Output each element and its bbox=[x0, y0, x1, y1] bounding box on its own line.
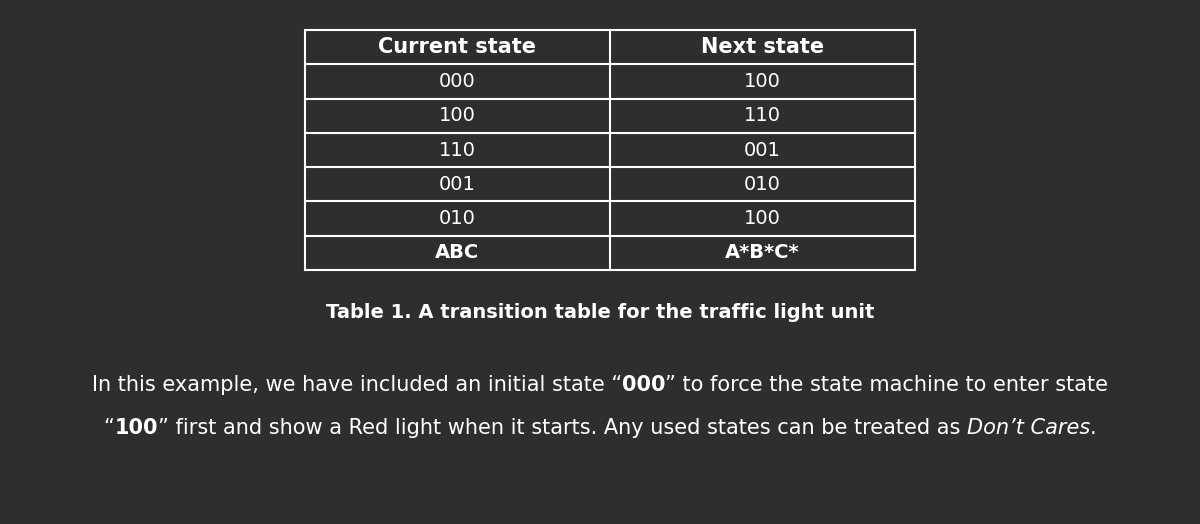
Text: “: “ bbox=[103, 418, 114, 438]
Text: Current state: Current state bbox=[378, 37, 536, 57]
Text: 001: 001 bbox=[439, 175, 476, 194]
Text: 001: 001 bbox=[744, 140, 781, 159]
Text: 100: 100 bbox=[114, 418, 157, 438]
Text: In this example, we have included an initial state “: In this example, we have included an ini… bbox=[91, 375, 622, 395]
Bar bbox=[305, 30, 916, 270]
Text: ” to force the state machine to enter state: ” to force the state machine to enter st… bbox=[665, 375, 1109, 395]
Text: 110: 110 bbox=[744, 106, 781, 125]
Text: ” first and show a Red light when it starts. Any used states can be treated as: ” first and show a Red light when it sta… bbox=[157, 418, 967, 438]
Text: Table 1. A transition table for the traffic light unit: Table 1. A transition table for the traf… bbox=[326, 302, 874, 322]
Text: 010: 010 bbox=[744, 175, 781, 194]
Text: 100: 100 bbox=[439, 106, 476, 125]
Text: .: . bbox=[1090, 418, 1097, 438]
Text: 000: 000 bbox=[622, 375, 665, 395]
Text: 100: 100 bbox=[744, 72, 781, 91]
Text: Don’t Cares: Don’t Cares bbox=[967, 418, 1090, 438]
Text: 110: 110 bbox=[439, 140, 476, 159]
Text: Next state: Next state bbox=[701, 37, 824, 57]
Text: 000: 000 bbox=[439, 72, 476, 91]
Text: 010: 010 bbox=[439, 209, 476, 228]
Text: ABC: ABC bbox=[436, 243, 480, 263]
Text: A*B*C*: A*B*C* bbox=[725, 243, 800, 263]
Text: 100: 100 bbox=[744, 209, 781, 228]
